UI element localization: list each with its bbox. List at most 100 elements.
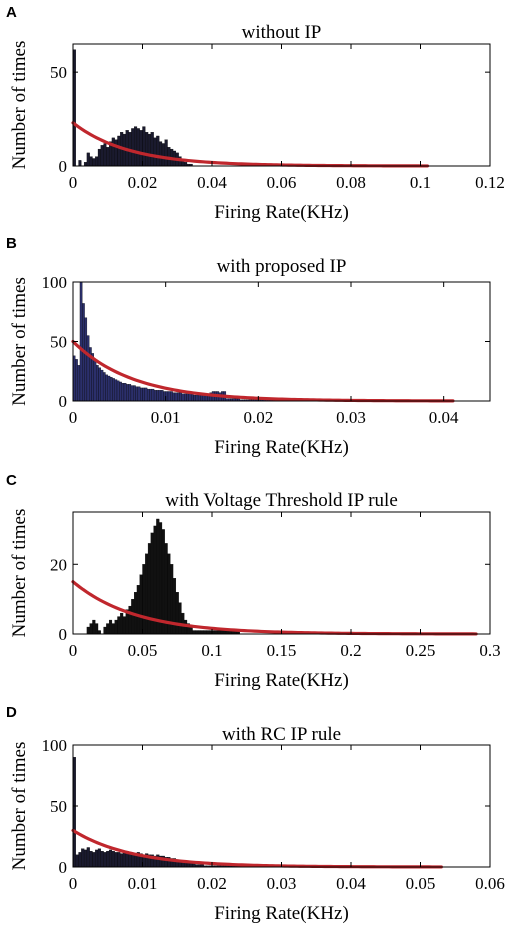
panel-letter: A	[6, 4, 17, 21]
histogram-bar	[189, 863, 193, 868]
histogram-bar	[139, 574, 143, 635]
histogram-bar	[114, 379, 118, 402]
histogram-bar	[103, 143, 107, 167]
histogram-bar	[89, 623, 93, 635]
histogram-bar	[111, 623, 115, 635]
histogram-bar	[186, 393, 189, 402]
histogram-bar	[97, 148, 101, 167]
histogram-bar	[89, 156, 93, 167]
histogram-bar	[98, 367, 101, 402]
x-tick-label: 0	[69, 874, 78, 893]
histogram-bar	[140, 387, 143, 402]
histogram-bar	[100, 145, 104, 167]
y-tick-label: 0	[59, 625, 68, 644]
histogram-bar	[135, 386, 139, 402]
x-axis-label: Firing Rate(KHz)	[214, 670, 349, 691]
chart-title: with RC IP rule	[222, 724, 341, 745]
x-tick-label: 0.02	[197, 874, 227, 893]
histogram-bar	[114, 852, 118, 868]
histogram-bar	[175, 592, 179, 635]
histogram-bar	[78, 160, 82, 167]
y-tick-label: 0	[59, 157, 68, 176]
histogram-bar	[116, 380, 120, 402]
histogram-bar	[86, 626, 90, 635]
x-axis-label: Firing Rate(KHz)	[214, 903, 349, 924]
histogram-bar	[103, 852, 107, 868]
histogram-bar	[121, 382, 125, 402]
histogram-bar	[206, 630, 210, 635]
histogram-bar	[122, 852, 126, 868]
x-tick-label: 0.02	[243, 408, 273, 427]
histogram-bar	[153, 390, 157, 402]
chart-title: with proposed IP	[217, 256, 347, 277]
histogram-bars	[86, 518, 240, 635]
histogram-bar	[79, 281, 83, 402]
histogram-bar	[108, 849, 113, 868]
histogram-bar	[178, 602, 182, 635]
histogram-bar	[93, 359, 97, 402]
y-tick-label: 50	[50, 333, 67, 352]
x-tick-label: 0.3	[479, 641, 500, 660]
histogram-bar	[97, 848, 101, 868]
histogram-bar	[106, 850, 110, 868]
histogram-bar	[120, 612, 124, 635]
histogram-bar	[142, 126, 146, 167]
histogram-bar	[83, 162, 88, 167]
histogram-bar	[197, 394, 201, 402]
histogram-bar	[131, 853, 135, 868]
y-tick-label: 100	[42, 273, 68, 292]
chart-title: without IP	[242, 22, 322, 43]
histogram-bar	[77, 365, 81, 402]
histogram-bar	[147, 133, 151, 167]
x-tick-label: 0.25	[406, 641, 436, 660]
histogram-bar	[139, 130, 143, 167]
histogram-bar	[156, 390, 159, 402]
x-tick-label: 0.02	[128, 173, 158, 192]
histogram-bar	[181, 393, 185, 402]
x-tick-label: 0.04	[336, 874, 366, 893]
histogram-bar	[92, 852, 96, 868]
histogram-bar	[75, 854, 79, 868]
panel-letter: C	[6, 472, 17, 489]
x-tick-label: 0.03	[336, 408, 366, 427]
histogram-bars	[72, 757, 296, 868]
histogram-bar	[158, 390, 162, 402]
histogram-bar	[95, 623, 99, 635]
histogram-bar	[136, 128, 140, 167]
histogram-bar	[188, 393, 192, 402]
y-tick-label: 100	[42, 736, 68, 755]
panel-letter: D	[6, 704, 17, 721]
histogram-bar	[189, 626, 193, 635]
axes-frame	[72, 744, 491, 868]
histogram-bar	[142, 387, 145, 402]
histogram-bar	[153, 525, 157, 635]
histogram-bar	[128, 384, 132, 402]
histogram-bar	[108, 619, 113, 635]
histogram-bar	[100, 850, 104, 868]
histogram-bar	[111, 137, 115, 167]
histogram-bar	[151, 388, 155, 402]
histogram-bar	[172, 392, 176, 402]
histogram-bar	[159, 522, 163, 635]
histogram-bar	[123, 382, 127, 402]
histogram-bar	[111, 850, 115, 868]
histogram-bar	[92, 158, 96, 167]
histogram-bars	[72, 281, 451, 402]
histogram-bar	[217, 630, 221, 635]
x-tick-label: 0.03	[267, 874, 297, 893]
histogram-bar	[179, 392, 183, 402]
histogram-bar	[128, 605, 132, 635]
histogram-bar	[100, 369, 104, 402]
histogram-bar	[114, 139, 118, 167]
histogram-bar	[167, 391, 171, 402]
x-axis-label: Firing Rate(KHz)	[214, 437, 349, 458]
histogram-bar	[153, 137, 157, 167]
x-tick-label: 0.2	[340, 641, 361, 660]
histogram-bar	[146, 388, 150, 402]
histogram-bar	[149, 388, 152, 402]
x-tick-label: 0.1	[201, 641, 222, 660]
